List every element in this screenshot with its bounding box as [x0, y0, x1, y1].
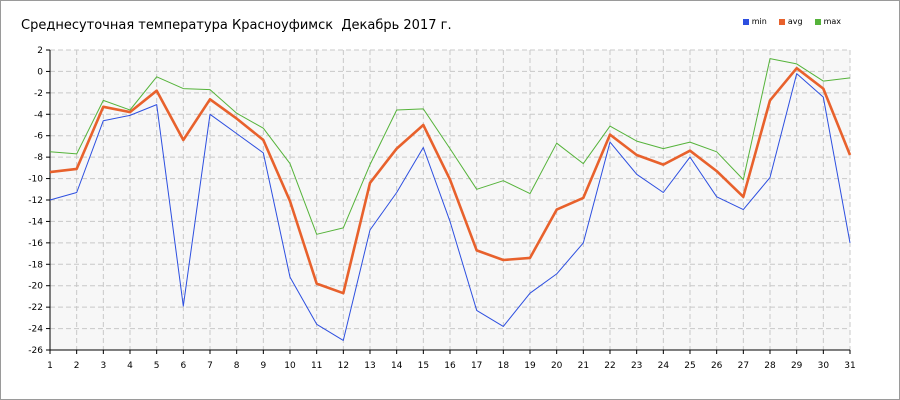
y-tick-label: -20: [28, 282, 43, 292]
x-tick-label: 23: [631, 361, 642, 371]
legend-swatch-min: [742, 18, 749, 25]
x-tick-label: 16: [444, 361, 456, 371]
legend-label-avg: avg: [787, 17, 803, 26]
y-tick-label: -24: [28, 325, 43, 335]
series-line-avg: [49, 66, 852, 295]
x-tick-label: 15: [418, 361, 429, 371]
y-tick-label: 0: [37, 67, 43, 77]
y-tick-label: -14: [28, 217, 43, 227]
x-tick-label: 6: [180, 361, 186, 371]
x-tick-label: 13: [364, 361, 375, 371]
y-tick-label: -8: [34, 153, 43, 163]
x-tick-label: 28: [764, 361, 776, 371]
x-tick-label: 11: [311, 361, 322, 371]
x-tick-label: 5: [154, 361, 160, 371]
x-tick-label: 10: [284, 361, 296, 371]
x-tick-label: 27: [738, 361, 749, 371]
legend-item-avg: avg: [778, 17, 803, 26]
legend: min avg max: [742, 17, 841, 26]
legend-label-min: min: [751, 17, 767, 26]
legend-swatch-avg: [778, 18, 785, 25]
x-tick-label: 12: [338, 361, 349, 371]
x-tick-label: 3: [100, 361, 106, 371]
x-tick-label: 2: [74, 361, 80, 371]
x-tick-label: 9: [260, 361, 266, 371]
y-tick-label: 2: [37, 46, 43, 56]
x-tick-label: 14: [391, 361, 403, 371]
legend-item-min: min: [742, 17, 767, 26]
x-tick-label: 7: [207, 361, 213, 371]
x-tick-label: 18: [498, 361, 510, 371]
y-tick-label: -10: [28, 175, 43, 185]
y-tick-label: -16: [28, 239, 43, 249]
x-tick-label: 24: [658, 361, 670, 371]
legend-label-max: max: [823, 17, 841, 26]
x-tick-label: 20: [551, 361, 563, 371]
series-line-min: [49, 73, 851, 341]
y-tick-label: -6: [34, 132, 43, 142]
y-tick-label: -22: [28, 303, 43, 313]
y-tick-label: -26: [28, 346, 43, 356]
x-tick-label: 19: [524, 361, 536, 371]
y-tick-label: -4: [34, 110, 43, 120]
x-tick-label: 30: [818, 361, 830, 371]
chart-title: Среднесуточная температура Красноуфимск …: [21, 18, 452, 33]
series-line-max: [49, 58, 851, 235]
x-tick-label: 22: [604, 361, 615, 371]
x-tick-label: 8: [234, 361, 240, 371]
legend-item-max: max: [814, 17, 841, 26]
x-tick-label: 4: [127, 361, 133, 371]
x-tick-label: 25: [684, 361, 695, 371]
legend-swatch-max: [814, 18, 821, 25]
x-tick-label: 29: [791, 361, 803, 371]
y-tick-label: -12: [28, 196, 43, 206]
y-tick-label: -18: [28, 260, 43, 270]
x-tick-label: 17: [471, 361, 482, 371]
x-tick-label: 26: [711, 361, 723, 371]
y-tick-label: -2: [34, 89, 43, 99]
x-tick-label: 21: [578, 361, 589, 371]
x-tick-label: 31: [844, 361, 855, 371]
x-tick-label: 1: [47, 361, 53, 371]
